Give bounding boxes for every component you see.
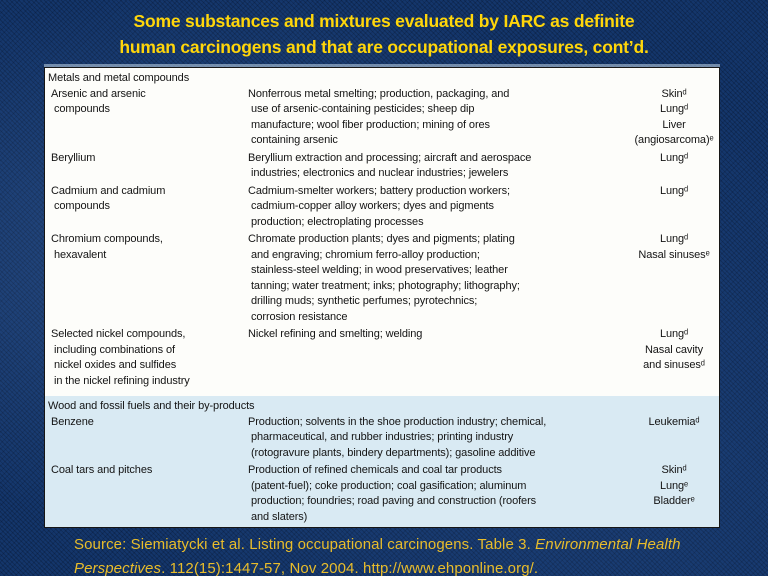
substance-cell: Chromium compounds, hexavalent	[51, 233, 163, 261]
section-header-wood-fossil-fuels: Wood and fossil fuels and their by-produ…	[48, 400, 255, 412]
table-row-nickel: Selected nickel compounds, including com…	[45, 327, 719, 389]
source-citation: Source: Siemiatycki et al. Listing occup…	[74, 533, 724, 580]
table-row-cadmium: Cadmium and cadmium compounds Cadmium-sm…	[45, 184, 719, 231]
table-row-arsenic: Arsenic and arsenic compounds Nonferrous…	[45, 87, 719, 149]
table-row-chromium: Chromium compounds, hexavalent Chromate …	[45, 232, 719, 325]
exposures-cell: Chromate production plants; dyes and pig…	[248, 233, 520, 323]
section-header-metals: Metals and metal compounds	[48, 72, 190, 84]
cancer-sites-cell: Leukemiaᵈ	[648, 415, 700, 428]
cancer-sites-cell: Lungᵈ	[659, 184, 689, 197]
exposures-cell: Production of refined chemicals and coal…	[248, 464, 537, 523]
cancer-sites-cell: Skinᵈ Lungᵉ Bladderᵉ	[653, 464, 695, 507]
cancer-sites-cell: Skinᵈ Lungᵈ Liver (angiosarcoma)ᵉ	[634, 87, 714, 147]
substance-cell: Benzene	[51, 415, 94, 428]
cancer-sites-cell: Lungᵈ Nasal cavity and sinusesᵈ	[643, 328, 705, 371]
exposures-cell: Beryllium extraction and processing; air…	[248, 151, 532, 180]
exposures-cell: Cadmium-smelter workers; battery product…	[248, 184, 510, 228]
iarc-carcinogens-table: Metals and metal compounds Arsenic and a…	[44, 67, 720, 528]
source-citation-suffix: . 112(15):1447-57, Nov 2004. http://www.…	[161, 559, 539, 577]
slide-title: Some substances and mixtures evaluated b…	[119, 11, 649, 57]
cancer-sites-cell: Lungᵈ	[659, 151, 689, 164]
exposures-cell: Nonferrous metal smelting; production, p…	[248, 87, 510, 147]
substance-cell: Beryllium	[51, 151, 96, 164]
source-citation-journal: Environmental Health Perspectives	[74, 536, 681, 577]
exposures-cell: Production; solvents in the shoe product…	[248, 415, 547, 459]
exposures-cell: Nickel refining and smelting; welding	[248, 328, 423, 340]
table-section-wood-fossil-fuels: Wood and fossil fuels and their by-produ…	[45, 396, 719, 527]
table-row-benzene: Benzene Production; solvents in the shoe…	[45, 415, 719, 462]
substance-cell: Coal tars and pitches	[51, 464, 153, 476]
table-section-metals: Metals and metal compounds Arsenic and a…	[45, 68, 719, 396]
table-row-beryllium: Beryllium Beryllium extraction and proce…	[45, 151, 719, 182]
table-row-coal-tars: Coal tars and pitches Production of refi…	[45, 463, 719, 525]
substance-cell: Cadmium and cadmium compounds	[51, 184, 166, 213]
substance-cell: Arsenic and arsenic compounds	[51, 87, 146, 116]
source-citation-prefix: Source: Siemiatycki et al. Listing occup…	[74, 536, 536, 553]
substance-cell: Selected nickel compounds, including com…	[51, 328, 190, 387]
cancer-sites-cell: Lungᵈ Nasal sinusesᵉ	[638, 233, 710, 261]
